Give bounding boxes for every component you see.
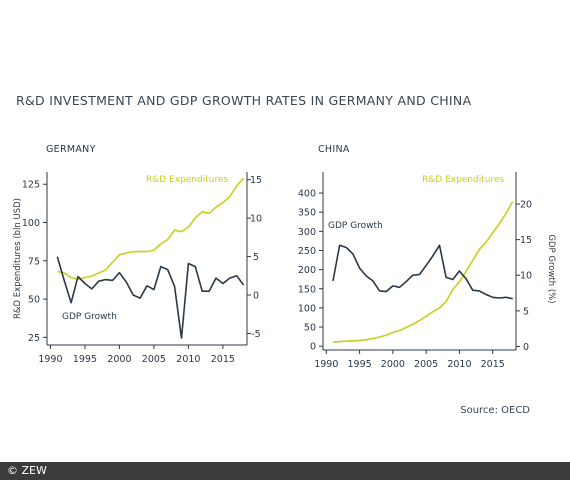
china-y-right-tick-label: 20 <box>520 200 532 211</box>
germany-x-tick-label: 1990 <box>38 354 62 365</box>
germany-x-tick-label: 2000 <box>107 354 131 365</box>
chart-title: R&D INVESTMENT AND GDP GROWTH RATES IN G… <box>16 93 472 108</box>
germany-x-tick-label: 2005 <box>142 354 166 365</box>
germany-y-left-tick-label: 100 <box>22 218 40 229</box>
copyright-text: © ZEW <box>7 464 47 477</box>
china-y-left-tick-label: 0 <box>310 342 316 353</box>
germany-y-left-tick-label: 50 <box>28 295 40 306</box>
china-y-right-tick-label: 10 <box>520 271 532 282</box>
china-x-tick-label: 2015 <box>481 359 505 370</box>
germany-gdp-growth-label: GDP Growth <box>62 312 117 322</box>
germany-y-right-tick-label: 10 <box>250 214 262 225</box>
china-y-left-tick-label: 400 <box>298 189 316 200</box>
germany-y-left-tick-label: 125 <box>22 180 40 191</box>
china-y-right-tick-label: 5 <box>523 306 529 317</box>
germany-y-right-tick-label: 5 <box>253 252 259 263</box>
germany-x-tick-label: 2015 <box>211 354 235 365</box>
germany-x-tick-label: 2010 <box>176 354 200 365</box>
china-x-tick-label: 1990 <box>314 359 338 370</box>
china-x-tick-label: 2000 <box>381 359 405 370</box>
germany-rd-expenditures-label: R&D Expenditures <box>146 175 229 185</box>
germany-rd-expenditures-line <box>57 177 245 281</box>
china-rd-expenditures-line <box>332 201 514 344</box>
china-x-tick-label: 1995 <box>348 359 372 370</box>
source-note: Source: OECD <box>460 405 530 416</box>
china-y-left-tick-label: 350 <box>298 208 316 219</box>
china-y-left-tick-label: 250 <box>298 246 316 257</box>
germany-y-left-tick-label: 75 <box>28 256 40 267</box>
china-y-left-tick-label: 300 <box>298 227 316 238</box>
china-y-left-tick-label: 200 <box>298 265 316 276</box>
germany-y-left-tick-label: 25 <box>28 333 40 344</box>
china-y-left-tick-label: 150 <box>298 284 316 295</box>
china-gdp-growth-label: GDP Growth <box>328 221 383 231</box>
germany-y-right-tick-label: 0 <box>253 291 259 302</box>
china-panel-title: CHINA <box>318 144 350 155</box>
china-rd-expenditures-label: R&D Expenditures <box>422 175 505 185</box>
china-y-left-tick-label: 100 <box>298 303 316 314</box>
germany-panel-title: GERMANY <box>46 144 96 155</box>
china-y-left-tick-label: 50 <box>304 323 316 334</box>
china-x-tick-label: 2010 <box>447 359 471 370</box>
germany-y-right-tick-label: 15 <box>250 175 262 186</box>
germany-y-right-tick-label: -5 <box>251 329 260 340</box>
germany-gdp-growth-line <box>56 256 245 339</box>
china-x-tick-label: 2005 <box>414 359 438 370</box>
copyright-footer: © ZEW <box>0 462 570 480</box>
china-y-right-tick-label: 0 <box>523 342 529 353</box>
china-y-right-label: GDP Growth (%) <box>546 234 556 303</box>
germany-y-left-label: R&D Expenditures (bln USD) <box>13 198 23 319</box>
china-gdp-growth-line <box>332 244 513 300</box>
germany-x-tick-label: 1995 <box>73 354 97 365</box>
china-y-right-tick-label: 15 <box>520 235 532 246</box>
